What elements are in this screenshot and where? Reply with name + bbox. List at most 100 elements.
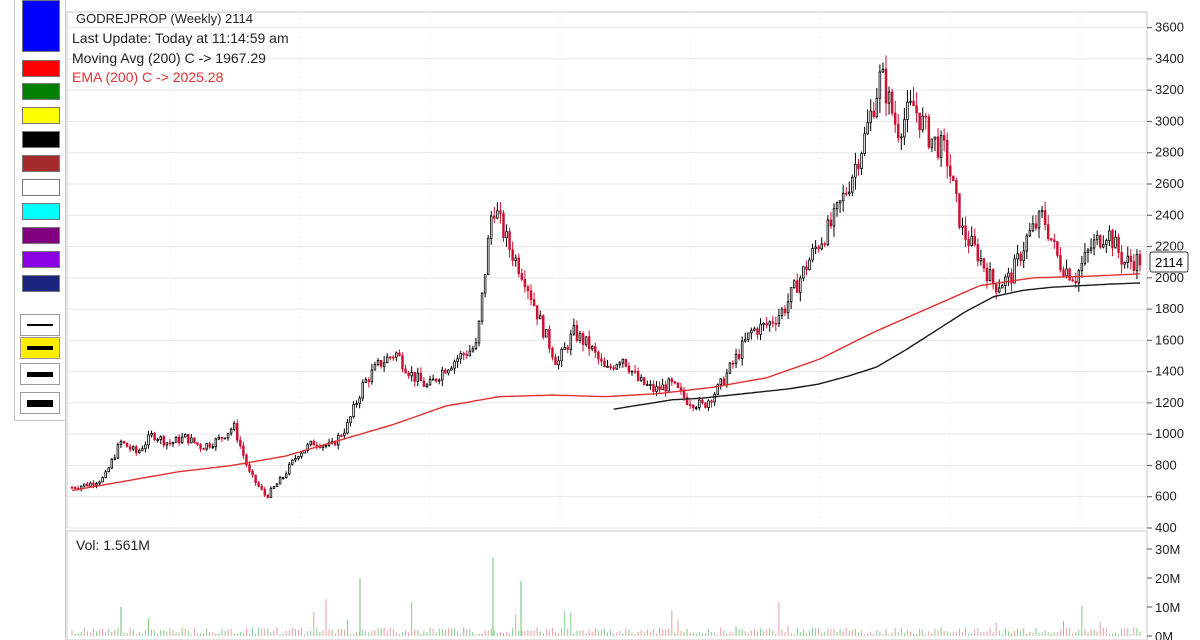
candle-body <box>125 442 129 448</box>
candle-body <box>404 368 407 374</box>
candle-body <box>731 362 735 365</box>
color-swatch-7[interactable] <box>22 179 60 196</box>
candle-body <box>95 483 98 486</box>
candle-body <box>1010 272 1013 284</box>
candle-body <box>973 235 976 245</box>
candle-body <box>180 436 184 444</box>
candle-body <box>535 305 539 320</box>
candle-body <box>236 423 239 441</box>
candle-body <box>468 350 472 357</box>
candle-body <box>1129 255 1133 263</box>
color-swatch-11[interactable] <box>22 275 60 292</box>
color-swatch-3[interactable] <box>22 83 60 100</box>
candle-body <box>955 180 958 195</box>
candle-body <box>131 446 135 450</box>
thicker-line-option[interactable] <box>20 392 60 414</box>
candle-body <box>884 68 888 104</box>
candle-body <box>945 139 949 167</box>
candle-body <box>349 416 352 424</box>
candle-body <box>223 437 227 440</box>
color-swatch-1[interactable] <box>22 0 60 52</box>
line-sample <box>27 324 53 326</box>
thick-line-option[interactable] <box>20 363 60 385</box>
line-sample <box>27 399 53 407</box>
candle-body <box>897 123 900 139</box>
candle-body <box>900 136 903 139</box>
candle-body <box>737 354 741 359</box>
candle-body <box>557 360 560 366</box>
candle-body <box>312 440 315 446</box>
candle-body <box>799 277 802 293</box>
candle-body <box>915 105 918 114</box>
candle-body <box>1046 224 1050 239</box>
candle-body <box>248 464 251 472</box>
candle-body <box>355 403 358 405</box>
candle-body <box>597 351 600 360</box>
candle-body <box>890 91 894 114</box>
y-tick-label: 2000 <box>1155 270 1184 285</box>
candle-body <box>1056 241 1059 256</box>
candle-body <box>621 358 625 364</box>
candle-body <box>768 321 771 326</box>
candle-body <box>740 340 744 359</box>
candle-body <box>410 371 413 377</box>
candle-body <box>636 371 640 382</box>
candle-body <box>422 380 426 387</box>
candle-body <box>480 292 484 322</box>
color-swatch-2[interactable] <box>22 60 60 77</box>
candle-body <box>367 379 371 383</box>
candle-body <box>119 440 123 445</box>
color-swatch-8[interactable] <box>22 203 60 220</box>
candle-body <box>572 325 576 335</box>
candle-body <box>101 477 104 483</box>
candle-body <box>135 446 138 454</box>
candle-body <box>496 210 499 219</box>
candle-body <box>909 100 912 103</box>
candle-body <box>398 352 401 357</box>
y-tick-label: 1600 <box>1155 332 1184 347</box>
candle-body <box>875 97 879 118</box>
color-swatch-4[interactable] <box>22 107 60 124</box>
candle-body <box>183 433 187 438</box>
color-swatch-10[interactable] <box>22 251 60 268</box>
candle-body <box>786 301 790 314</box>
candle-body <box>122 440 126 444</box>
candle-body <box>942 135 946 141</box>
candle-body <box>747 332 750 340</box>
y-tick-label: 2600 <box>1155 176 1184 191</box>
medium-line-option[interactable] <box>20 337 60 359</box>
candle-body <box>128 446 132 450</box>
candle-body <box>389 356 392 359</box>
candle-body <box>208 443 211 448</box>
candle-body <box>413 371 416 382</box>
color-swatch-9[interactable] <box>22 227 60 244</box>
candle-body <box>437 379 441 382</box>
candle-body <box>86 483 89 487</box>
candle-body <box>116 444 120 459</box>
candle-body <box>826 219 830 245</box>
y-tick-label: 1400 <box>1155 364 1184 379</box>
candle-body <box>630 370 634 373</box>
palette-border-bottom <box>14 420 66 421</box>
candle-body <box>985 267 989 282</box>
thin-line-option[interactable] <box>20 314 60 336</box>
candle-body <box>587 336 591 350</box>
candle-body <box>263 488 267 496</box>
candle-body <box>1092 239 1096 249</box>
candle-body <box>792 280 796 289</box>
candle-body <box>254 474 257 484</box>
candle-body <box>976 244 980 262</box>
candle-body <box>609 365 612 369</box>
ma-line <box>613 282 1141 410</box>
candle-body <box>566 347 569 350</box>
color-swatch-5[interactable] <box>22 131 60 148</box>
vol-tick-label: 0M <box>1155 629 1173 640</box>
candle-body <box>1098 235 1102 248</box>
color-swatch-6[interactable] <box>22 155 60 172</box>
candle-body <box>1120 252 1123 265</box>
candle-body <box>352 404 355 418</box>
candle-body <box>266 494 270 498</box>
y-tick-label: 3000 <box>1155 113 1184 128</box>
candle-body <box>970 235 973 246</box>
